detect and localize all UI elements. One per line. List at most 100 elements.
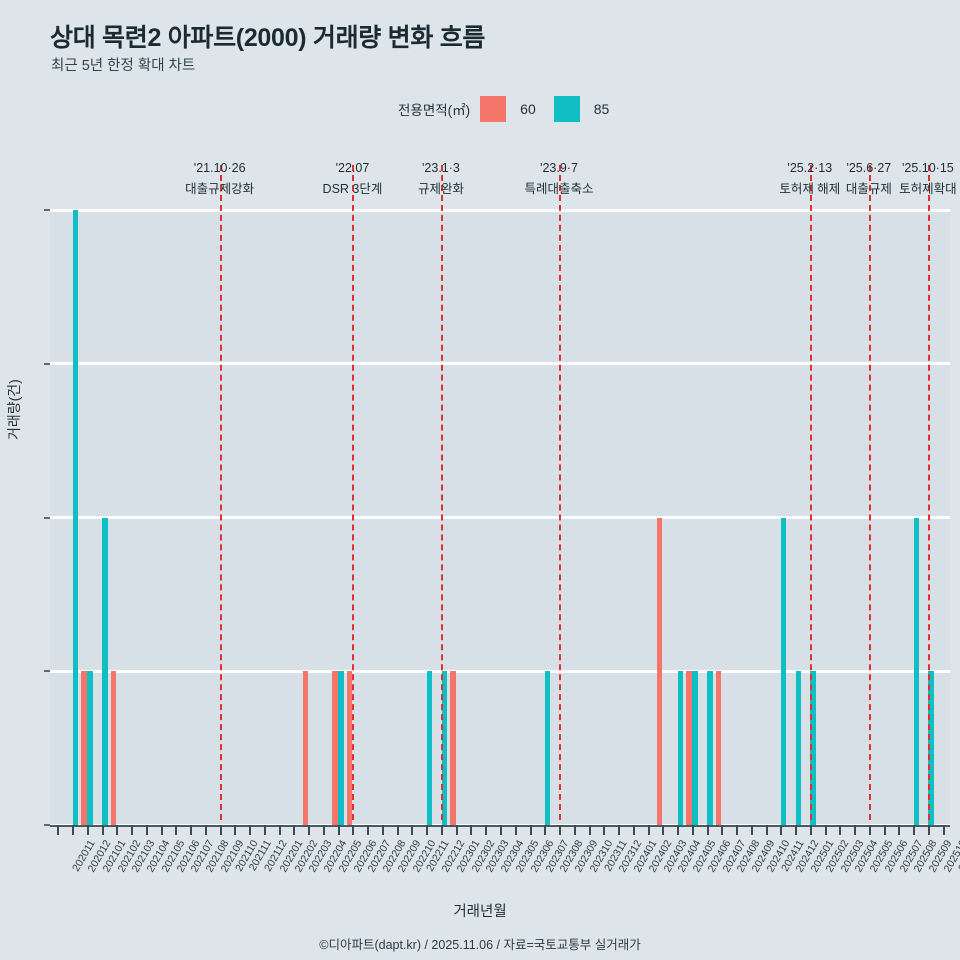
event-name: 토허제확대	[899, 182, 957, 196]
bar	[110, 671, 117, 825]
x-tick-mark	[677, 825, 680, 835]
x-tick-mark	[618, 825, 621, 835]
x-tick-mark	[883, 825, 886, 835]
x-tick-mark	[573, 825, 576, 835]
event-annotation: '21.10·26 대출규제강화	[185, 158, 254, 200]
x-tick-mark	[145, 825, 148, 835]
x-tick-mark	[809, 825, 812, 835]
x-tick-mark	[736, 825, 739, 835]
x-tick-mark	[913, 825, 916, 835]
x-tick-mark	[57, 825, 60, 835]
x-tick-mark	[765, 825, 768, 835]
x-tick-mark	[293, 825, 296, 835]
bar	[913, 517, 920, 825]
y-tick-mark	[44, 670, 50, 673]
event-date: '25.6·27	[846, 161, 892, 175]
event-line	[809, 165, 812, 820]
x-tick-mark	[588, 825, 591, 835]
y-tick-mark	[44, 516, 50, 519]
x-tick-mark	[411, 825, 414, 835]
event-name: 토허제 해제	[779, 182, 841, 196]
bar	[87, 671, 93, 825]
x-tick-mark	[603, 825, 606, 835]
event-date: '25.10·15	[901, 161, 954, 175]
bar	[656, 517, 663, 825]
event-date: '22.07	[335, 161, 370, 175]
x-tick-mark	[455, 825, 458, 835]
legend-swatch-85	[553, 96, 580, 122]
x-tick-mark	[426, 825, 429, 835]
x-tick-mark	[352, 825, 355, 835]
y-axis-title: 거래량(건)	[6, 379, 22, 440]
x-tick-mark	[721, 825, 724, 835]
x-tick-mark	[750, 825, 753, 835]
x-tick-mark	[322, 825, 325, 835]
x-tick-mark	[160, 825, 163, 835]
x-tick-mark	[175, 825, 178, 835]
bar	[795, 671, 802, 825]
x-tick-mark	[780, 825, 783, 835]
plot-area: 01234	[44, 208, 950, 827]
page-subtitle: 최근 5년 한정 확대 차트	[51, 58, 196, 74]
x-tick-mark	[500, 825, 502, 835]
x-tick-mark	[72, 825, 75, 835]
x-tick-mark	[854, 825, 857, 835]
page-title: 상대 목련2 아파트(2000) 거래량 변화 흐름	[50, 24, 486, 52]
event-line	[927, 165, 930, 820]
x-tick-mark	[249, 825, 252, 835]
event-name: DSR 3단계	[322, 182, 383, 196]
x-axis-title: 거래년월	[453, 904, 507, 920]
x-tick-mark	[308, 825, 311, 835]
bar	[928, 671, 934, 825]
bar	[715, 671, 722, 825]
event-annotation: '22.07 DSR 3단계	[323, 158, 383, 200]
x-tick-mark	[337, 825, 340, 835]
x-tick-mark	[470, 825, 473, 835]
footer-credit: ©디아파트(dapt.kr) / 2025.11.06 / 자료=국토교통부 실…	[319, 938, 641, 952]
event-line	[219, 165, 222, 820]
bar	[707, 671, 713, 825]
event-name: 대출규제강화	[185, 182, 255, 196]
x-tick-mark	[396, 825, 399, 835]
event-name: 규제완화	[417, 182, 464, 196]
x-tick-mark	[529, 825, 532, 835]
x-tick-mark	[559, 825, 562, 835]
y-tick-mark	[44, 209, 50, 211]
bar	[544, 671, 551, 825]
x-tick-mark	[514, 825, 517, 835]
bar	[450, 671, 456, 825]
legend-label-60: 60	[520, 101, 536, 117]
x-tick-mark	[86, 825, 89, 835]
bar	[426, 671, 433, 825]
event-annotation: '23.9·7 특례대출축소	[525, 158, 594, 200]
x-tick-mark	[824, 825, 827, 835]
event-annotation: '25.10·15 토허제확대	[899, 158, 957, 200]
x-axis: 202011 202012 202101 202102 202103 202104 2021…	[50, 825, 960, 874]
x-tick-mark	[706, 825, 709, 835]
event-annotation: '25.6·27 대출규제	[846, 158, 892, 200]
bar	[102, 517, 108, 825]
x-tick-mark	[116, 825, 119, 835]
x-tick-mark	[190, 825, 193, 835]
gridline	[50, 516, 950, 519]
legend-label-85: 85	[593, 101, 610, 117]
x-tick-mark	[440, 825, 443, 835]
event-date: '23.1·3	[422, 161, 460, 175]
bar	[302, 671, 309, 825]
x-tick-mark	[898, 825, 901, 835]
x-tick-mark	[795, 825, 798, 835]
y-tick-mark	[44, 824, 50, 826]
x-tick-mark	[691, 825, 694, 835]
legend-title: 전용면적(㎡)	[398, 103, 471, 118]
x-tick-mark	[263, 825, 266, 835]
event-line	[559, 165, 562, 820]
gridline	[50, 208, 950, 212]
event-name: 특례대출축소	[524, 182, 594, 196]
bar	[692, 671, 698, 825]
x-tick-mark	[868, 825, 871, 835]
x-tick-mark	[219, 825, 222, 835]
bar	[332, 671, 338, 825]
chart-legend: 전용면적(㎡) 60 85	[398, 96, 609, 122]
x-tick-mark	[234, 825, 237, 835]
